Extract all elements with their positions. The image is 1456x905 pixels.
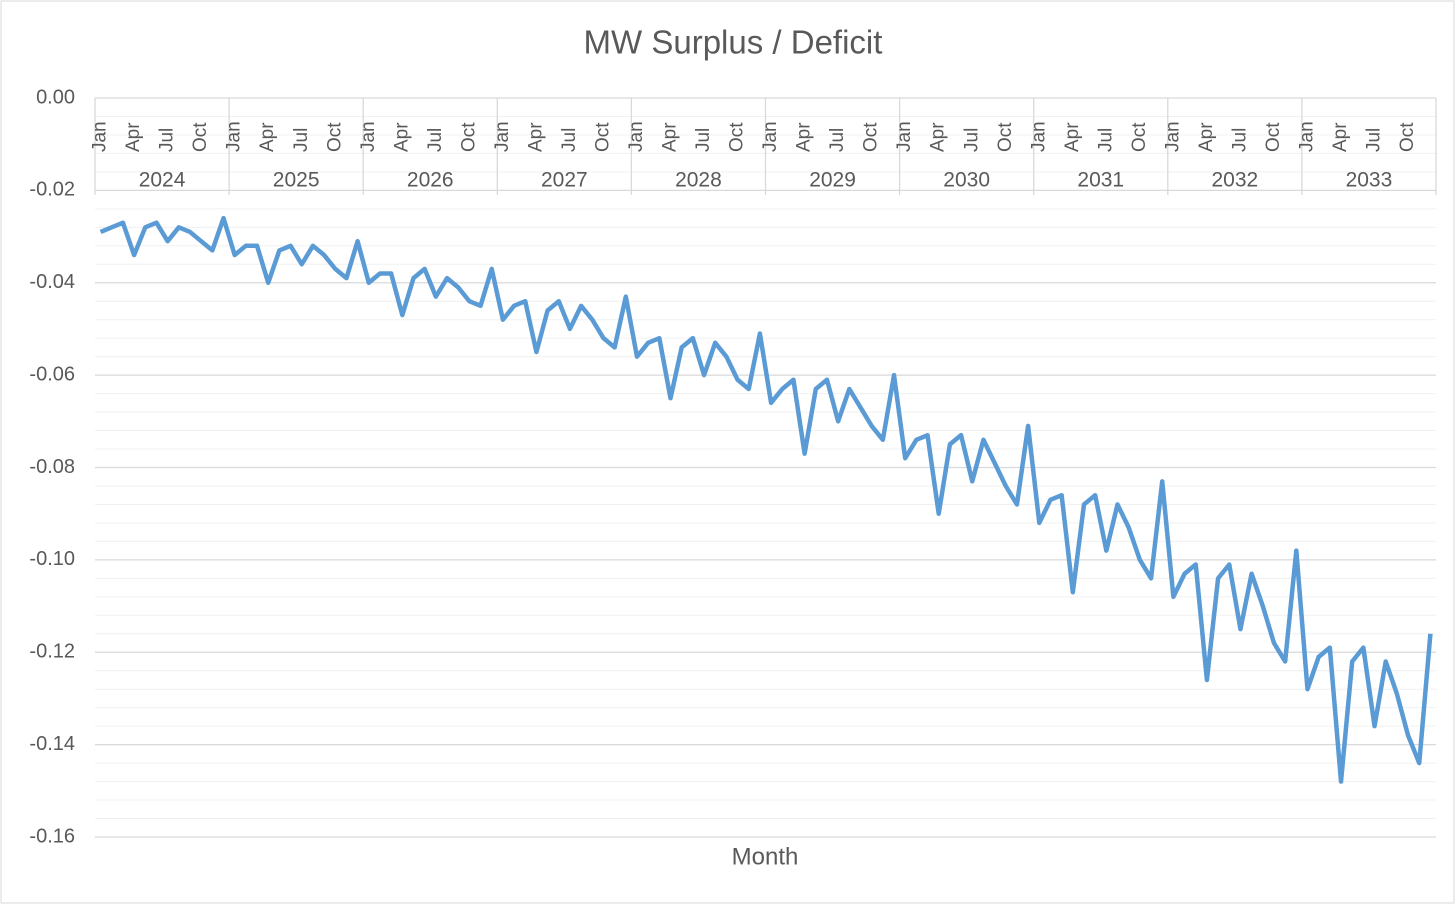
x-tick-label: Jan [492, 121, 513, 152]
x-tick-label: Jul [1095, 128, 1116, 152]
y-tick-label: 0.00 [36, 86, 75, 108]
x-tick-label: Jul [157, 128, 178, 152]
x-tick-label: Jul [1229, 128, 1250, 152]
y-tick-label: -0.08 [29, 456, 75, 478]
y-tick-label: -0.06 [29, 363, 75, 385]
x-tick-label: Jul [1364, 128, 1385, 152]
year-label: 2029 [809, 169, 856, 192]
chart-title: MW Surplus / Deficit [584, 24, 883, 61]
x-tick-label: Oct [1263, 122, 1284, 152]
x-tick-label: Apr [123, 122, 144, 152]
x-tick-label: Jan [358, 121, 379, 152]
x-tick-label: Jul [827, 128, 848, 152]
x-tick-label: Jan [1162, 121, 1183, 152]
x-tick-label: Oct [861, 122, 882, 152]
x-tick-label: Oct [1397, 122, 1418, 152]
x-tick-label: Jan [760, 121, 781, 152]
y-tick-label: -0.04 [29, 271, 75, 293]
x-tick-label: Apr [391, 122, 412, 152]
x-tick-label: Oct [190, 122, 211, 152]
x-tick-label: Oct [1129, 122, 1150, 152]
x-tick-label: Oct [324, 122, 345, 152]
y-tick-label: -0.16 [29, 825, 75, 847]
x-tick-label: Oct [727, 122, 748, 152]
year-label: 2024 [139, 169, 186, 192]
y-tick-label: -0.12 [29, 641, 75, 663]
x-tick-label: Apr [257, 122, 278, 152]
y-tick-label: -0.02 [29, 179, 75, 201]
year-label: 2031 [1077, 169, 1124, 192]
x-tick-label: Oct [592, 122, 613, 152]
x-tick-label: Apr [1196, 122, 1217, 152]
x-tick-label: Jan [224, 121, 245, 152]
x-axis-title: Month [732, 843, 799, 870]
x-tick-label: Jan [626, 121, 647, 152]
x-tick-label: Jul [693, 128, 714, 152]
x-tick-label: Jul [961, 128, 982, 152]
year-label: 2027 [541, 169, 588, 192]
year-label: 2028 [675, 169, 722, 192]
x-tick-label: Jul [425, 128, 446, 152]
x-tick-label: Apr [928, 122, 949, 152]
year-label: 2025 [273, 169, 320, 192]
x-tick-label: Oct [458, 122, 479, 152]
x-tick-label: Jul [559, 128, 580, 152]
data-line [99, 215, 1433, 784]
x-tick-label: Apr [525, 122, 546, 152]
x-tick-label: Jan [1297, 121, 1318, 152]
year-label: 2032 [1211, 169, 1258, 192]
x-tick-label: Jan [90, 121, 111, 152]
year-label: 2030 [943, 169, 990, 192]
x-tick-label: Apr [1330, 122, 1351, 152]
x-tick-label: Apr [794, 122, 815, 152]
x-tick-label: Jan [894, 121, 915, 152]
y-tick-label: -0.10 [29, 548, 75, 570]
x-tick-label: Oct [995, 122, 1016, 152]
y-tick-label: -0.14 [29, 733, 75, 755]
x-tick-label: Apr [1062, 122, 1083, 152]
x-tick-label: Apr [660, 122, 681, 152]
year-label: 2033 [1346, 169, 1393, 192]
x-tick-label: Jul [291, 128, 312, 152]
year-label: 2026 [407, 169, 454, 192]
x-tick-label: Jan [1028, 121, 1049, 152]
